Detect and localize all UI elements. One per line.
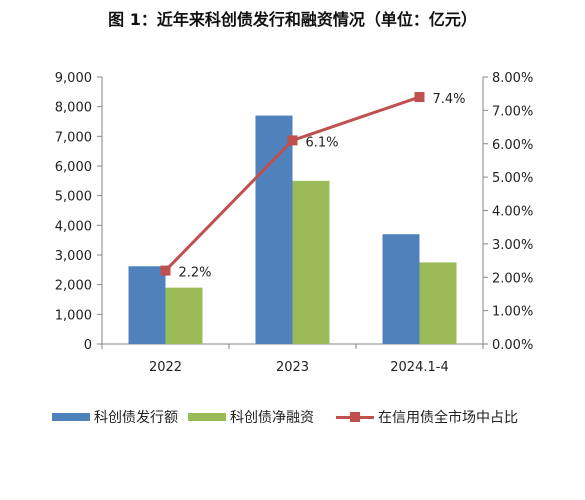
share-data-label: 7.4% [433, 92, 466, 107]
left-axis-tick-label: 3,000 [55, 249, 92, 264]
left-axis-tick-label: 8,000 [55, 101, 92, 116]
share-data-label: 6.1% [306, 135, 339, 150]
legend: 科创债发行额 科创债净融资 在信用债全市场中占比 [0, 405, 585, 429]
legend-item-issuance: 科创债发行额 [52, 405, 178, 429]
legend-item-share: 在信用债全市场中占比 [336, 405, 518, 429]
legend-label-share: 在信用债全市场中占比 [378, 410, 518, 426]
right-axis-tick-label: 0.00% [492, 338, 533, 353]
bar-issuance [382, 234, 420, 344]
share-marker [287, 135, 298, 146]
left-axis-tick-label: 6,000 [55, 160, 92, 175]
bar-net-financing [165, 287, 203, 344]
left-axis-tick-label: 1,000 [55, 308, 92, 323]
legend-swatch-issuance [52, 413, 90, 421]
right-axis-tick-label: 4.00% [492, 205, 533, 220]
legend-label-net-financing: 科创债净融资 [230, 410, 314, 426]
right-axis-tick-label: 1.00% [492, 305, 533, 320]
right-axis-tick-label: 8.00% [492, 71, 533, 86]
left-axis-tick-label: 2,000 [55, 279, 92, 294]
legend-swatch-net-financing [188, 413, 226, 421]
share-data-label: 2.2% [179, 266, 212, 281]
bar-issuance [128, 266, 166, 344]
right-axis-tick-label: 2.00% [492, 271, 533, 286]
right-axis-tick-label: 6.00% [492, 138, 533, 153]
bar-net-financing [292, 180, 330, 344]
bar-net-financing [419, 262, 457, 344]
legend-swatch-share [336, 411, 374, 423]
right-axis-tick-label: 5.00% [492, 171, 533, 186]
x-axis-tick-label: 2024.1-4 [390, 360, 448, 375]
legend-item-net-financing: 科创债净融资 [188, 405, 314, 429]
chart-title: 图 1：近年来科创债发行和融资情况（单位：亿元） [108, 10, 477, 29]
legend-label-issuance: 科创债发行额 [94, 410, 178, 426]
left-axis-tick-label: 9,000 [55, 71, 92, 86]
left-axis-tick-label: 0 [84, 338, 92, 353]
share-marker [414, 92, 425, 103]
left-axis-tick-label: 5,000 [55, 190, 92, 205]
right-axis-tick-label: 3.00% [492, 238, 533, 253]
left-axis-tick-label: 4,000 [55, 219, 92, 234]
bar-issuance [255, 115, 293, 344]
share-marker [160, 265, 171, 276]
x-axis-tick-label: 2023 [276, 360, 309, 375]
x-axis-tick-label: 2022 [149, 360, 182, 375]
left-axis-tick-label: 7,000 [55, 130, 92, 145]
right-axis-tick-label: 7.00% [492, 104, 533, 119]
